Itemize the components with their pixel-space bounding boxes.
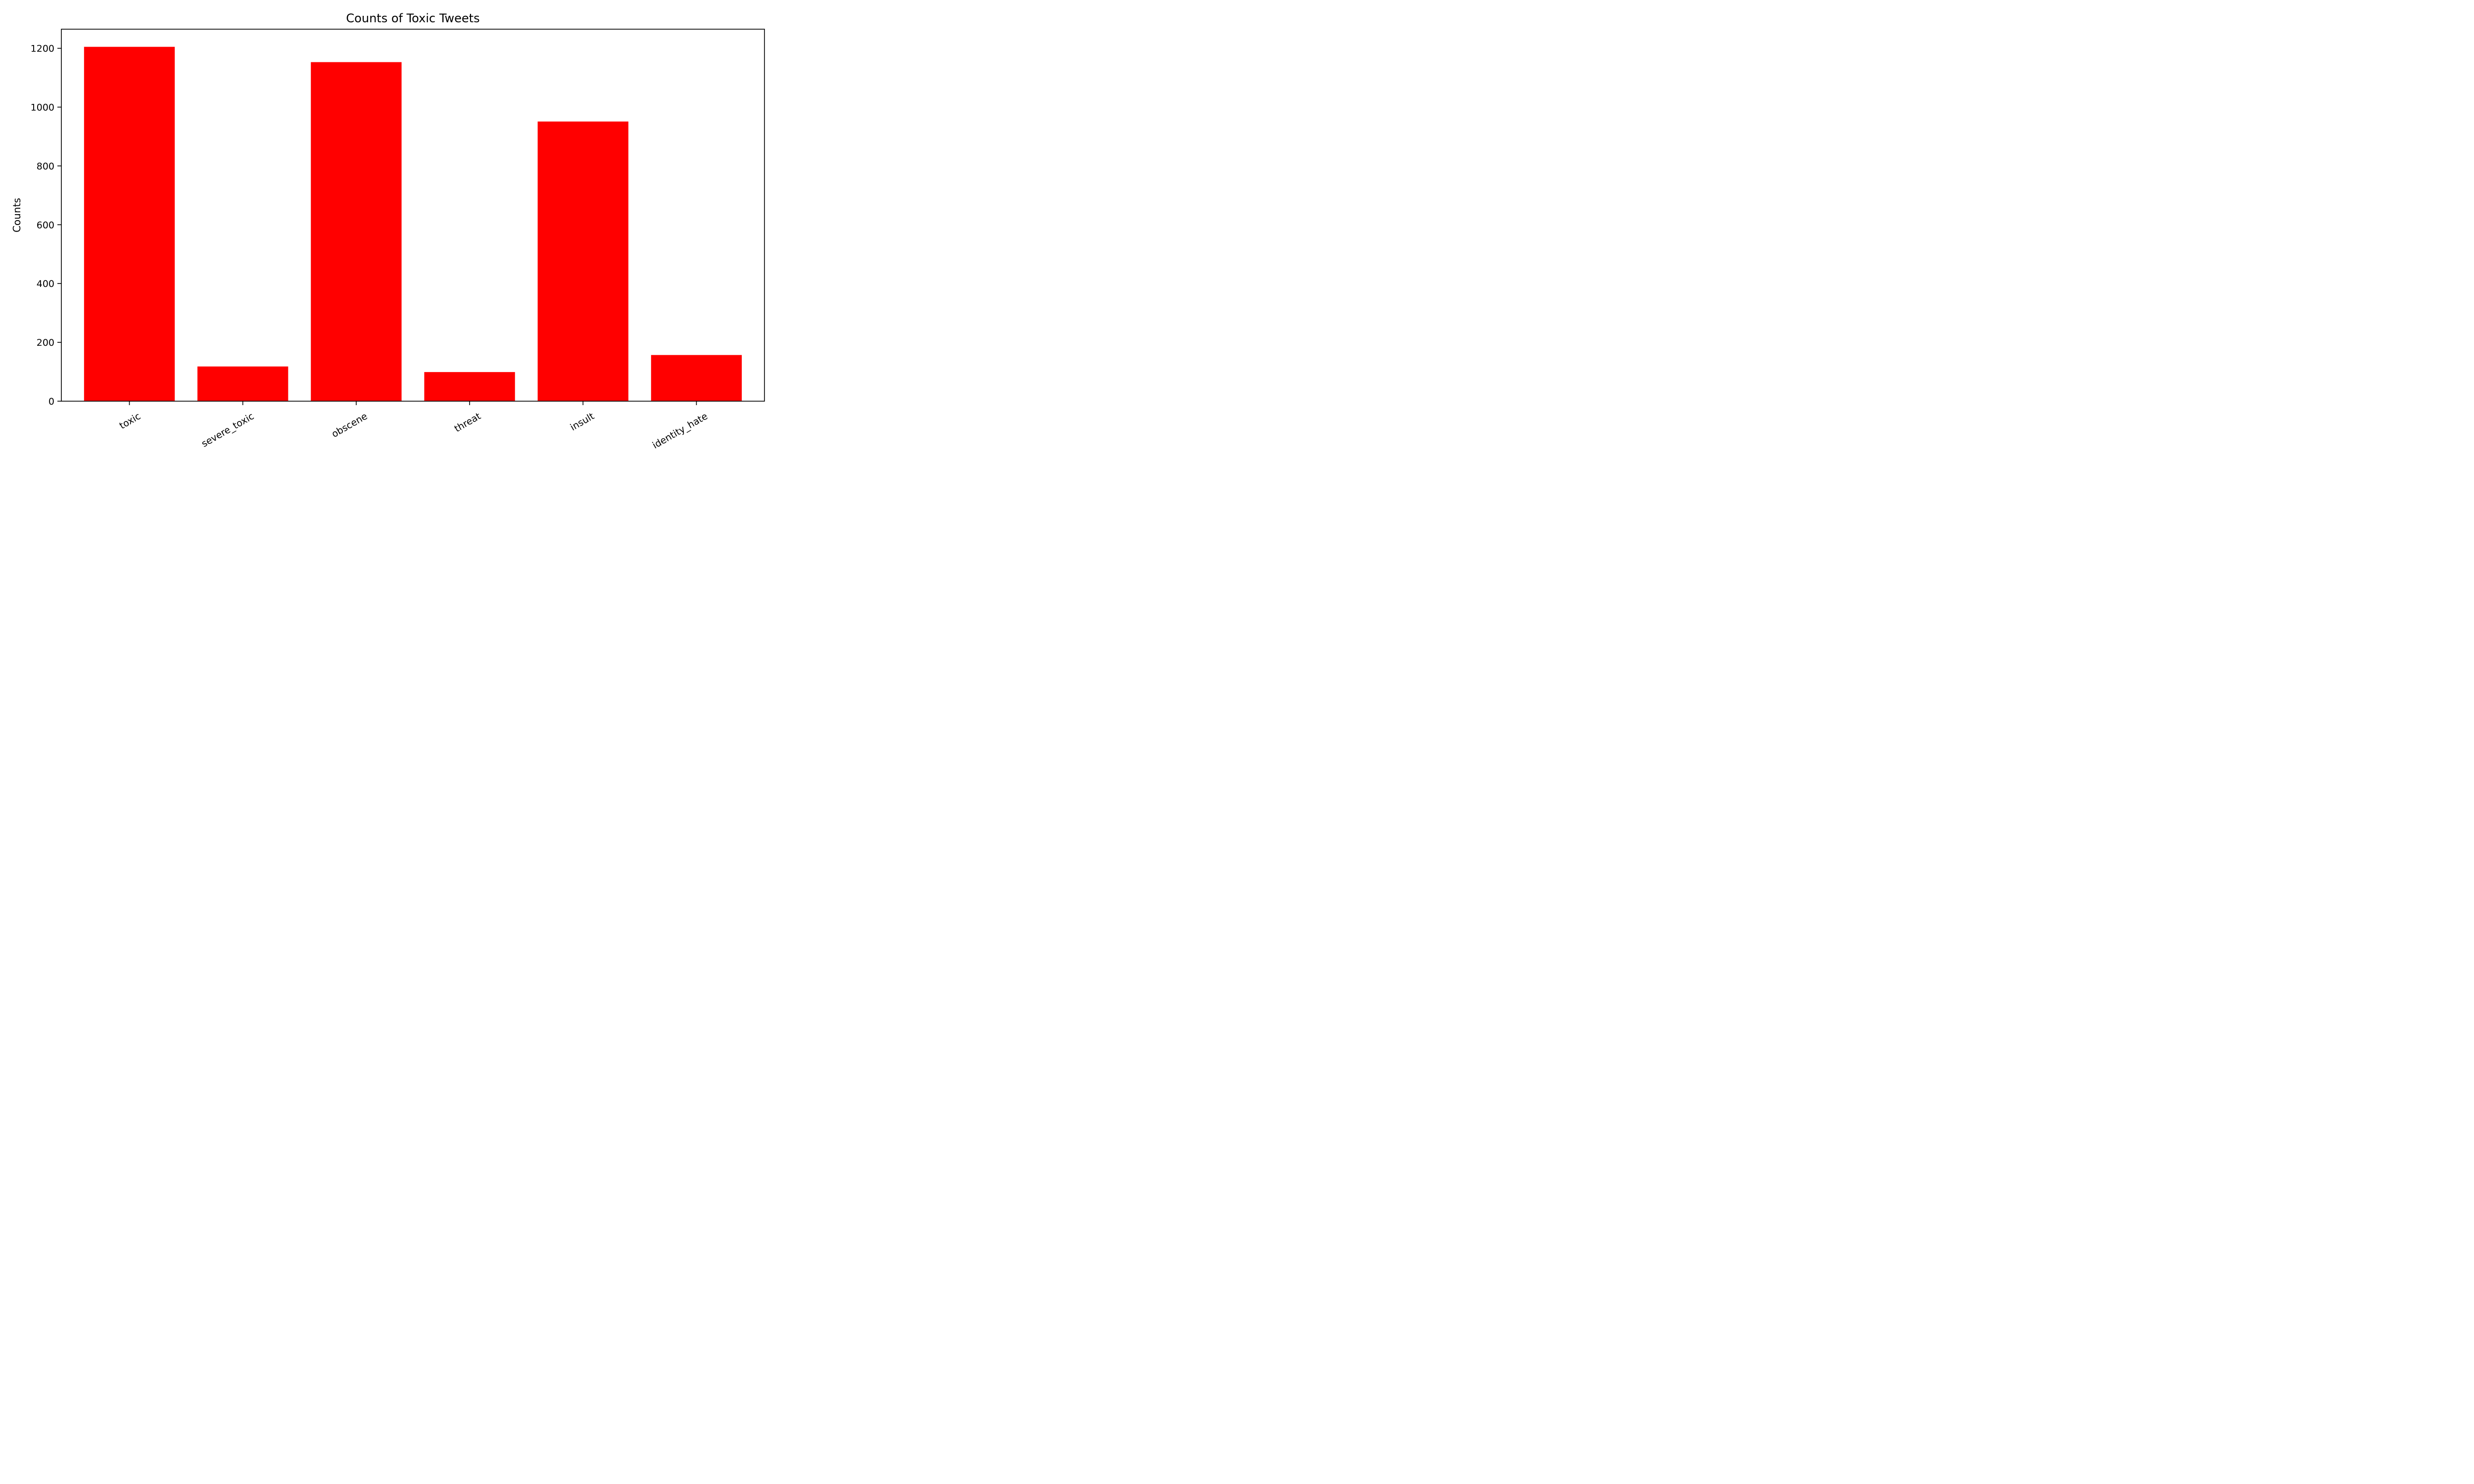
bar-toxic bbox=[84, 46, 175, 402]
x-tick-label-identity_hate: identity_hate bbox=[651, 411, 710, 451]
x-tick-label-insult: insult bbox=[569, 411, 596, 433]
y-tick-label: 1000 bbox=[31, 102, 54, 113]
bar-insult bbox=[537, 121, 628, 401]
bar-obscene bbox=[311, 62, 402, 401]
x-tick-label-severe_toxic: severe_toxic bbox=[200, 411, 256, 449]
chart-title: Counts of Toxic Tweets bbox=[346, 11, 479, 25]
plot-frame bbox=[61, 29, 765, 402]
x-tick-label-obscene: obscene bbox=[330, 411, 370, 440]
y-tick-label: 1200 bbox=[31, 44, 54, 54]
bar-threat bbox=[424, 372, 515, 401]
y-tick-label: 200 bbox=[37, 337, 54, 348]
y-tick-label: 0 bbox=[48, 396, 54, 407]
bars bbox=[84, 46, 742, 402]
bar-chart: Counts of Toxic Tweets Counts 0 200 400 600… bbox=[11, 11, 765, 451]
x-tick-label-threat: threat bbox=[453, 411, 483, 434]
chart-container: Counts of Toxic Tweets Counts 0 200 400 600… bbox=[0, 0, 775, 464]
y-axis-ticks: 0 200 400 600 800 1000 1200 bbox=[31, 44, 61, 407]
y-tick-label: 400 bbox=[37, 278, 54, 289]
bar-severe_toxic bbox=[197, 366, 288, 401]
bar-identity_hate bbox=[651, 355, 742, 401]
y-tick-label: 800 bbox=[37, 161, 54, 172]
y-axis-label: Counts bbox=[11, 198, 23, 232]
x-axis-ticks: toxic severe_toxic obscene threat insult iden… bbox=[118, 401, 710, 451]
x-tick-label-toxic: toxic bbox=[118, 411, 143, 431]
y-tick-label: 600 bbox=[37, 220, 54, 231]
